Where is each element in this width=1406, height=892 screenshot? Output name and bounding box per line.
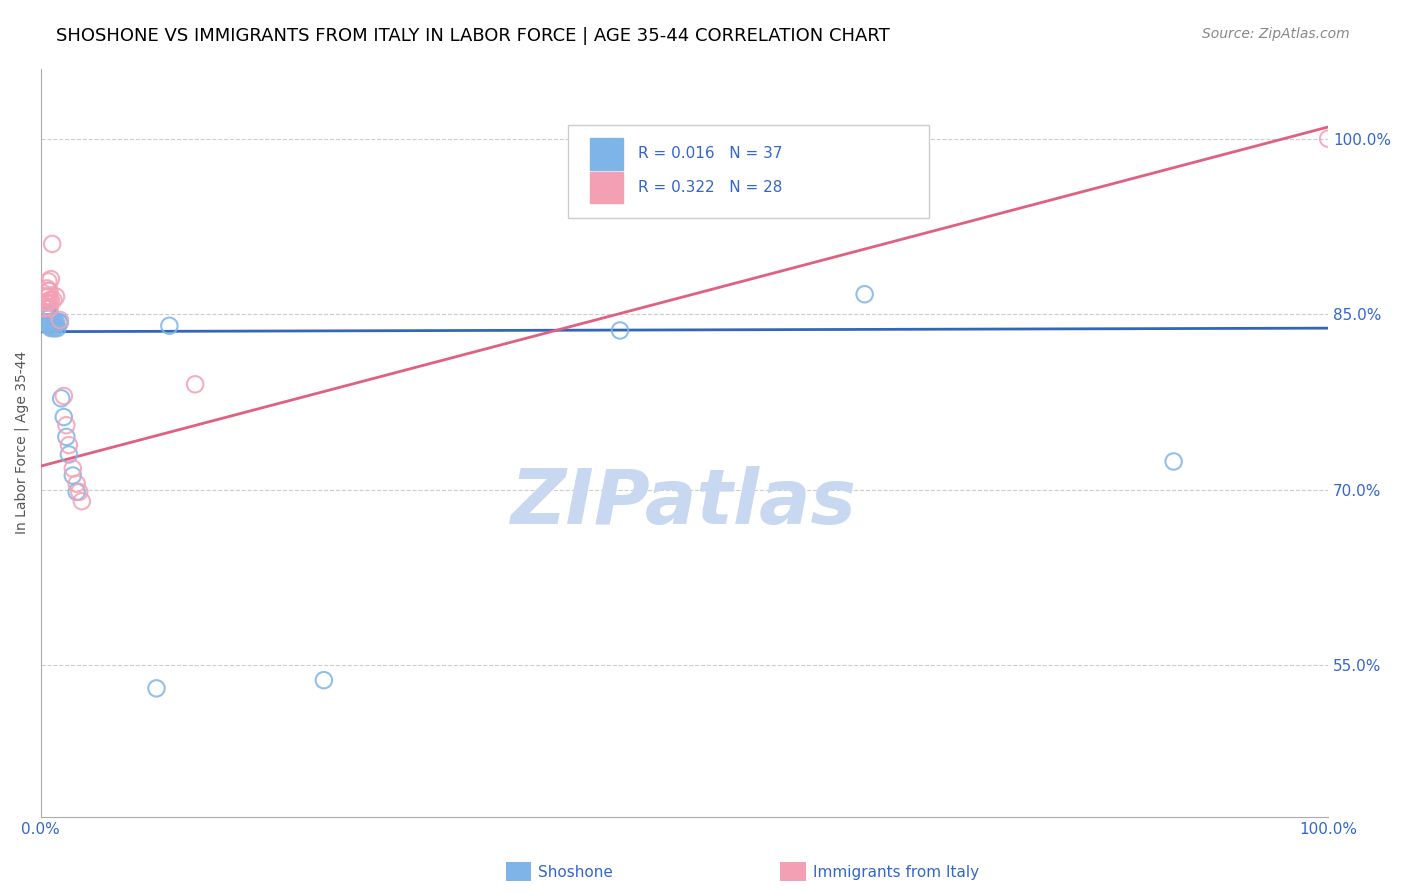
Point — [70, 494, 93, 508]
Text: Source: ZipAtlas.com: Source: ZipAtlas.com — [1202, 27, 1350, 41]
Y-axis label: In Labor Force | Age 35-44: In Labor Force | Age 35-44 — [15, 351, 30, 534]
Point — [609, 324, 631, 338]
Point — [853, 287, 876, 301]
Point — [55, 430, 77, 444]
Point — [58, 438, 80, 452]
FancyBboxPatch shape — [568, 125, 929, 219]
Point — [312, 673, 335, 688]
Point — [184, 377, 207, 392]
Point — [38, 293, 60, 307]
Point — [35, 289, 58, 303]
Point — [35, 317, 58, 331]
Text: ZIPatlas: ZIPatlas — [512, 466, 858, 540]
Point — [55, 418, 77, 433]
Point — [35, 289, 58, 303]
Point — [46, 321, 69, 335]
Point — [62, 461, 84, 475]
Point — [44, 315, 66, 329]
Point — [39, 293, 62, 307]
Point — [67, 484, 90, 499]
Text: R = 0.016   N = 37: R = 0.016 N = 37 — [638, 146, 783, 161]
Point — [42, 315, 65, 329]
FancyBboxPatch shape — [591, 172, 623, 203]
Point — [66, 484, 89, 499]
Point — [41, 315, 63, 329]
Point — [37, 315, 59, 329]
Point — [35, 281, 58, 295]
Point — [51, 392, 73, 406]
Point — [41, 318, 63, 333]
Point — [34, 301, 56, 316]
Point — [38, 301, 60, 316]
Point — [38, 307, 60, 321]
Point — [1163, 454, 1185, 468]
Point — [38, 310, 60, 324]
Point — [62, 468, 84, 483]
Text: SHOSHONE VS IMMIGRANTS FROM ITALY IN LABOR FORCE | AGE 35-44 CORRELATION CHART: SHOSHONE VS IMMIGRANTS FROM ITALY IN LAB… — [56, 27, 890, 45]
Point — [37, 289, 59, 303]
Point — [39, 315, 62, 329]
Point — [35, 307, 58, 321]
Point — [45, 289, 67, 303]
Point — [38, 318, 60, 333]
Point — [39, 321, 62, 335]
Point — [48, 315, 70, 329]
Point — [1317, 131, 1340, 145]
Point — [35, 301, 58, 316]
Point — [37, 274, 59, 288]
Point — [37, 310, 59, 324]
Point — [145, 681, 167, 696]
Point — [34, 315, 56, 329]
Point — [38, 284, 60, 298]
Text: Immigrants from Italy: Immigrants from Italy — [813, 865, 979, 880]
Point — [52, 389, 75, 403]
Point — [39, 272, 62, 286]
FancyBboxPatch shape — [591, 138, 623, 169]
Point — [35, 295, 58, 310]
Point — [37, 318, 59, 333]
Point — [34, 310, 56, 324]
Text: Shoshone: Shoshone — [538, 865, 613, 880]
Point — [66, 476, 89, 491]
Point — [45, 315, 67, 329]
Point — [49, 315, 72, 329]
Point — [157, 318, 180, 333]
Text: R = 0.322   N = 28: R = 0.322 N = 28 — [638, 180, 782, 195]
Point — [39, 310, 62, 324]
Point — [38, 315, 60, 329]
Point — [37, 284, 59, 298]
Point — [58, 447, 80, 461]
Point — [44, 321, 66, 335]
Point — [35, 310, 58, 324]
Point — [41, 236, 63, 251]
Point — [52, 410, 75, 425]
Point — [38, 315, 60, 329]
Point — [35, 295, 58, 310]
Point — [42, 293, 65, 307]
Point — [49, 313, 72, 327]
Point — [37, 295, 59, 310]
Point — [42, 321, 65, 335]
